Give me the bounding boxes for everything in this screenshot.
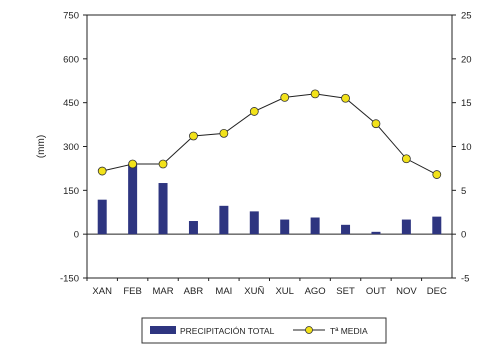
legend-marker-swatch: [305, 326, 313, 334]
x-tick-label: XUL: [275, 286, 293, 297]
y-tick-label: 300: [63, 142, 79, 153]
temp-point: [189, 131, 198, 141]
temp-point: [401, 154, 411, 164]
precip-bar: [188, 221, 198, 235]
y2-tick-label: -5: [461, 274, 469, 285]
x-tick-label: SET: [336, 286, 355, 297]
precip-bar: [219, 205, 229, 235]
precip-bar: [128, 164, 138, 235]
y2-tick-label: 20: [461, 54, 472, 65]
y-tick-label: 750: [63, 11, 79, 22]
x-tick-label: XAN: [92, 286, 112, 297]
chart-axes: [83, 14, 456, 281]
precip-bar: [371, 231, 381, 235]
y-tick-label: 0: [74, 230, 79, 241]
precip-bar: [249, 211, 259, 235]
y2-tick-label: 0: [461, 230, 466, 241]
temp-point: [432, 170, 442, 179]
precipitation-bars: [97, 164, 442, 235]
x-tick-label: XUÑ: [244, 286, 264, 297]
temp-point: [128, 159, 138, 169]
y-axis-label: (mm): [36, 135, 47, 158]
x-tick-label: AGO: [305, 286, 326, 297]
y2-tick-label: 5: [461, 186, 466, 197]
x-tick-label: FEB: [123, 286, 141, 297]
temp-point: [249, 107, 259, 116]
y-tick-label: 600: [63, 54, 79, 65]
y2-tick-label: 10: [461, 142, 472, 153]
tick-labels: -150 0 150 300 450 600 750 -5 0 5 10 15 20 25 XAN FEB MA…: [60, 11, 472, 298]
temp-point: [341, 93, 350, 103]
legend-box: [141, 317, 387, 344]
precip-bar: [432, 216, 442, 235]
plot-frame: [86, 14, 453, 279]
precip-bar: [341, 224, 351, 235]
y2-tick-label: 25: [461, 11, 472, 22]
temp-line-path: [102, 93, 438, 175]
x-tick-label: MAI: [215, 286, 232, 297]
legend-label-precipitation: PRECIPITACIÓN TOTAL: [180, 326, 275, 336]
temperature-line: [97, 89, 442, 179]
x-tick-label: MAR: [152, 286, 173, 297]
x-tick-label: OUT: [366, 286, 386, 297]
x-tick-label: NOV: [396, 286, 417, 297]
x-tick-label: DEC: [427, 286, 447, 297]
temp-point: [310, 89, 320, 99]
y-tick-label: 150: [63, 186, 79, 197]
temp-point: [97, 166, 107, 176]
temp-point: [158, 159, 168, 169]
precip-bar: [401, 219, 411, 235]
precip-bar: [280, 219, 290, 235]
precip-bar: [97, 199, 107, 235]
precip-bar: [158, 183, 168, 235]
temp-point: [280, 93, 290, 102]
y-tick-label: -150: [60, 274, 79, 285]
temp-point: [371, 119, 381, 129]
legend: PRECIPITACIÓN TOTAL Tª MEDIA: [141, 317, 387, 344]
y-tick-label: 450: [63, 98, 79, 109]
temp-point: [219, 128, 229, 138]
legend-bar-swatch: [150, 326, 176, 334]
legend-label-temperature: Tª MEDIA: [330, 326, 368, 336]
y2-tick-label: 15: [461, 98, 472, 109]
x-tick-label: ABR: [184, 286, 204, 297]
precip-bar: [310, 217, 320, 235]
